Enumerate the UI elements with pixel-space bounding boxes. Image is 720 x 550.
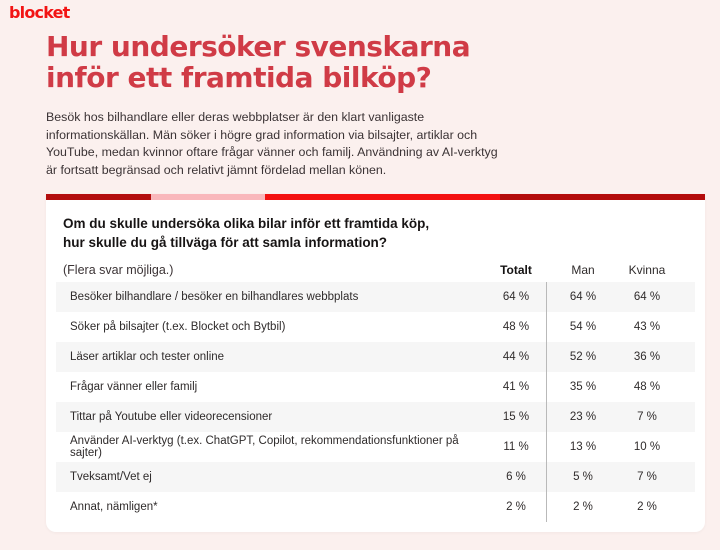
table-row: Besöker bilhandlare / besöker en bilhand… — [56, 282, 695, 312]
survey-question-line1: Om du skulle undersöka olika bilar inför… — [63, 216, 430, 231]
survey-card: Om du skulle undersöka olika bilar inför… — [46, 194, 705, 532]
page-title-line2: inför ett framtida bilköp? — [46, 61, 432, 94]
table-row: Frågar vänner eller familj 41 % 35 % 48 … — [56, 372, 695, 402]
table-row: Tveksamt/Vet ej 6 % 5 % 7 % — [56, 462, 695, 492]
cell-man: 5 % — [573, 471, 593, 483]
cell-kvinna: 10 % — [633, 441, 661, 453]
cell-man: 35 % — [569, 381, 597, 393]
cell-totalt: 11 % — [503, 441, 529, 453]
table-header-row: (Flera svar möjliga.) Totalt Man Kvinna — [56, 252, 695, 282]
cell-kvinna: 7 % — [637, 471, 657, 483]
blocket-logo: blocket — [9, 3, 70, 22]
intro-line: Besök hos bilhandlare eller deras webbpl… — [46, 110, 425, 124]
cell-kvinna: 2 % — [637, 501, 657, 513]
row-label: Tittar på Youtube eller videorecensioner — [70, 411, 273, 423]
cell-man: 2 % — [573, 501, 593, 513]
intro-paragraph: Besök hos bilhandlare eller deras webbpl… — [46, 109, 498, 179]
table-row: Läser artiklar och tester online 44 % 52… — [56, 342, 695, 372]
cell-kvinna: 48 % — [633, 381, 661, 393]
stripe-segment-darkred-1 — [46, 194, 152, 200]
row-label: Tveksamt/Vet ej — [70, 471, 152, 483]
intro-line: informationskällan. Män söker i högre gr… — [46, 127, 478, 142]
table-row: Tittar på Youtube eller videorecensioner… — [56, 402, 695, 432]
row-label: Söker på bilsajter (t.ex. Blocket och By… — [70, 321, 286, 333]
table-row: Använder AI-verktyg (t.ex. ChatGPT, Copi… — [56, 432, 695, 462]
table-body: Besöker bilhandlare / besöker en bilhand… — [56, 282, 695, 522]
cell-kvinna: 64 % — [633, 291, 661, 303]
column-header-man: Man — [571, 263, 595, 277]
page-title-line1: Hur undersöker svenskarna — [46, 30, 471, 63]
row-label: Använder AI-verktyg (t.ex. ChatGPT, Copi… — [70, 435, 459, 459]
cell-totalt: 41 % — [502, 381, 530, 393]
stripe-segment-pink — [151, 194, 266, 200]
cell-man: 64 % — [569, 291, 597, 303]
card-accent-stripe — [46, 194, 705, 200]
table-row: Annat, nämligen* 2 % 2 % 2 % — [56, 492, 695, 522]
stripe-segment-darkred-2 — [500, 194, 705, 200]
intro-line: är fortsatt begränsad och relativt jämnt… — [46, 162, 387, 177]
page-title: Hur undersöker svenskarna inför ett fram… — [46, 30, 471, 94]
stripe-segment-brightred — [265, 194, 501, 200]
column-header-totalt: Totalt — [500, 263, 532, 277]
table-row: Söker på bilsajter (t.ex. Blocket och By… — [56, 312, 695, 342]
row-label: Läser artiklar och tester online — [70, 351, 225, 363]
cell-totalt: 48 % — [502, 321, 530, 333]
row-label: Annat, nämligen* — [70, 501, 158, 513]
cell-kvinna: 7 % — [637, 411, 657, 423]
cell-man: 54 % — [569, 321, 597, 333]
column-divider — [546, 282, 547, 522]
cell-man: 13 % — [569, 441, 597, 453]
cell-kvinna: 43 % — [633, 321, 661, 333]
cell-man: 23 % — [569, 411, 597, 423]
cell-totalt: 15 % — [502, 411, 530, 423]
cell-totalt: 44 % — [502, 351, 530, 363]
survey-question-line2: hur skulle du gå tillväga för att samla … — [63, 234, 388, 250]
column-header-kvinna: Kvinna — [628, 263, 666, 277]
intro-line: YouTube, medan kvinnor oftare frågar vän… — [46, 145, 498, 159]
cell-totalt: 6 % — [506, 471, 526, 483]
cell-kvinna: 36 % — [633, 351, 661, 363]
cell-totalt: 2 % — [506, 501, 526, 513]
survey-question: Om du skulle undersöka olika bilar inför… — [56, 200, 695, 252]
cell-totalt: 64 % — [502, 291, 530, 303]
cell-man: 52 % — [569, 351, 597, 363]
question-note: (Flera svar möjliga.) — [63, 263, 174, 277]
row-label: Frågar vänner eller familj — [70, 381, 198, 393]
row-label: Besöker bilhandlare / besöker en bilhand… — [70, 291, 359, 303]
card-body: Om du skulle undersöka olika bilar inför… — [46, 200, 705, 522]
